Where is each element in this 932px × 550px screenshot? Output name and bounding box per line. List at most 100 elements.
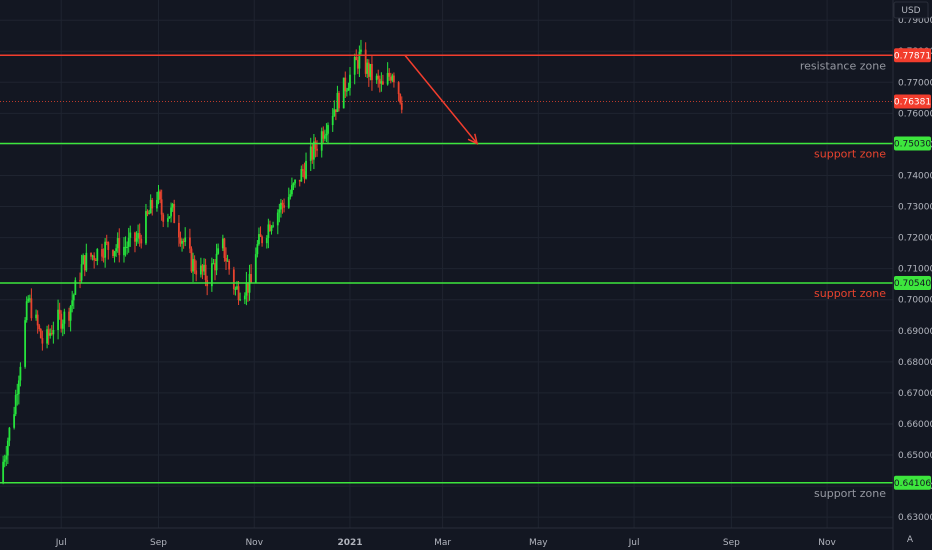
arrow-shaft[interactable]	[404, 54, 478, 144]
candle-body	[261, 236, 263, 244]
arrow-head	[467, 133, 479, 145]
candle-body	[334, 109, 337, 113]
candle-body	[173, 204, 176, 223]
projection-arrow[interactable]	[404, 54, 479, 145]
candle-body	[217, 248, 220, 254]
candle-body	[112, 249, 114, 256]
horizontal-levels[interactable]: resistance zone support zone support zone s…	[0, 54, 893, 500]
candle-body	[377, 75, 380, 79]
candle-body	[38, 325, 41, 330]
y-tick-label: 0.79000	[898, 16, 932, 26]
candle-body	[138, 233, 141, 239]
y-tick-label: 0.65000	[898, 451, 932, 461]
candle-body	[57, 309, 59, 331]
time-axis[interactable]: Jul Sep Nov 2021 Mar May Jul Sep Nov	[0, 527, 893, 548]
candle-body	[118, 238, 121, 256]
candle-body	[259, 234, 262, 237]
candle-body	[27, 298, 30, 302]
candle-body	[115, 248, 118, 252]
candle-body	[215, 253, 218, 271]
candle-body	[116, 238, 119, 249]
candle-body	[210, 263, 213, 287]
candle-body	[5, 455, 8, 460]
candle-body	[35, 314, 37, 319]
candle-body	[148, 213, 150, 215]
support-zone-label: support zone	[814, 147, 886, 160]
candle-body	[265, 237, 268, 244]
candle-body	[281, 202, 284, 206]
candle-body	[272, 225, 274, 227]
candle-body	[170, 207, 172, 217]
candle-body	[397, 82, 400, 95]
x-tick-label: Jul	[628, 538, 640, 548]
candle-body	[3, 459, 6, 462]
candle-body	[400, 102, 403, 110]
candle-body	[101, 248, 103, 257]
candle-body	[289, 194, 292, 198]
candle-body	[199, 265, 202, 275]
candle-body	[50, 333, 53, 335]
x-tick-label: Sep	[723, 538, 740, 548]
candle-body	[72, 294, 75, 301]
candle-body	[94, 259, 97, 261]
price-badge-text: 0.64106	[894, 479, 931, 489]
candle-body	[105, 241, 108, 243]
candle-body	[151, 199, 154, 209]
price-badges: 0.77871 0.76381 0.75030 0.70540 0.64106	[894, 48, 931, 490]
candle-body	[223, 238, 226, 258]
candle-body	[63, 311, 66, 324]
candle-body	[28, 298, 31, 300]
candle-body	[386, 72, 389, 85]
resistance-zone-label: resistance zone	[800, 59, 886, 72]
candle-body	[212, 263, 215, 265]
price-axis[interactable]: 0.790000.780000.770000.760000.750000.740…	[892, 0, 932, 550]
candle-body	[126, 246, 129, 248]
candle-body	[342, 77, 345, 109]
candle-body	[287, 197, 290, 208]
scale-mode-label[interactable]: A	[907, 535, 914, 545]
x-tick-label: Nov	[818, 538, 836, 548]
candle-body	[52, 330, 55, 335]
candle-body	[267, 224, 270, 238]
candle-body	[234, 288, 237, 290]
candle-body	[188, 237, 191, 249]
candle-body	[145, 211, 147, 244]
candle-body	[184, 237, 187, 242]
candle-body	[345, 90, 348, 92]
candle-body	[192, 259, 194, 272]
candle-body	[364, 49, 367, 74]
price-badge	[894, 275, 931, 290]
candle-body	[181, 240, 183, 244]
candle-body	[375, 75, 378, 81]
candle-body	[157, 191, 160, 200]
candle-body	[74, 280, 77, 295]
candle-body	[162, 214, 165, 222]
y-tick-label: 0.77000	[898, 78, 932, 88]
candle-body	[13, 414, 16, 428]
candle-body	[58, 309, 61, 314]
candle-body	[349, 74, 351, 89]
candle-body	[36, 314, 39, 326]
candle-body	[221, 238, 224, 249]
candle-body	[278, 209, 281, 213]
candle-body	[347, 88, 350, 91]
candle-body	[80, 264, 83, 281]
candle-body	[358, 51, 361, 69]
candle-body	[232, 269, 235, 290]
price-badge	[894, 94, 931, 109]
candle-body	[2, 461, 5, 483]
candle-body	[179, 237, 182, 244]
candle-body	[146, 211, 149, 214]
candle-body	[156, 199, 158, 209]
candle-body	[193, 259, 196, 271]
candle-body	[338, 92, 340, 109]
candle-body	[96, 248, 99, 261]
y-tick-label: 0.73000	[898, 203, 932, 213]
candle-body	[149, 199, 152, 214]
candle-body	[47, 329, 50, 336]
candle-body	[91, 255, 94, 257]
candle-body	[245, 282, 248, 296]
candle-body	[46, 329, 48, 344]
candle-body	[225, 257, 227, 262]
